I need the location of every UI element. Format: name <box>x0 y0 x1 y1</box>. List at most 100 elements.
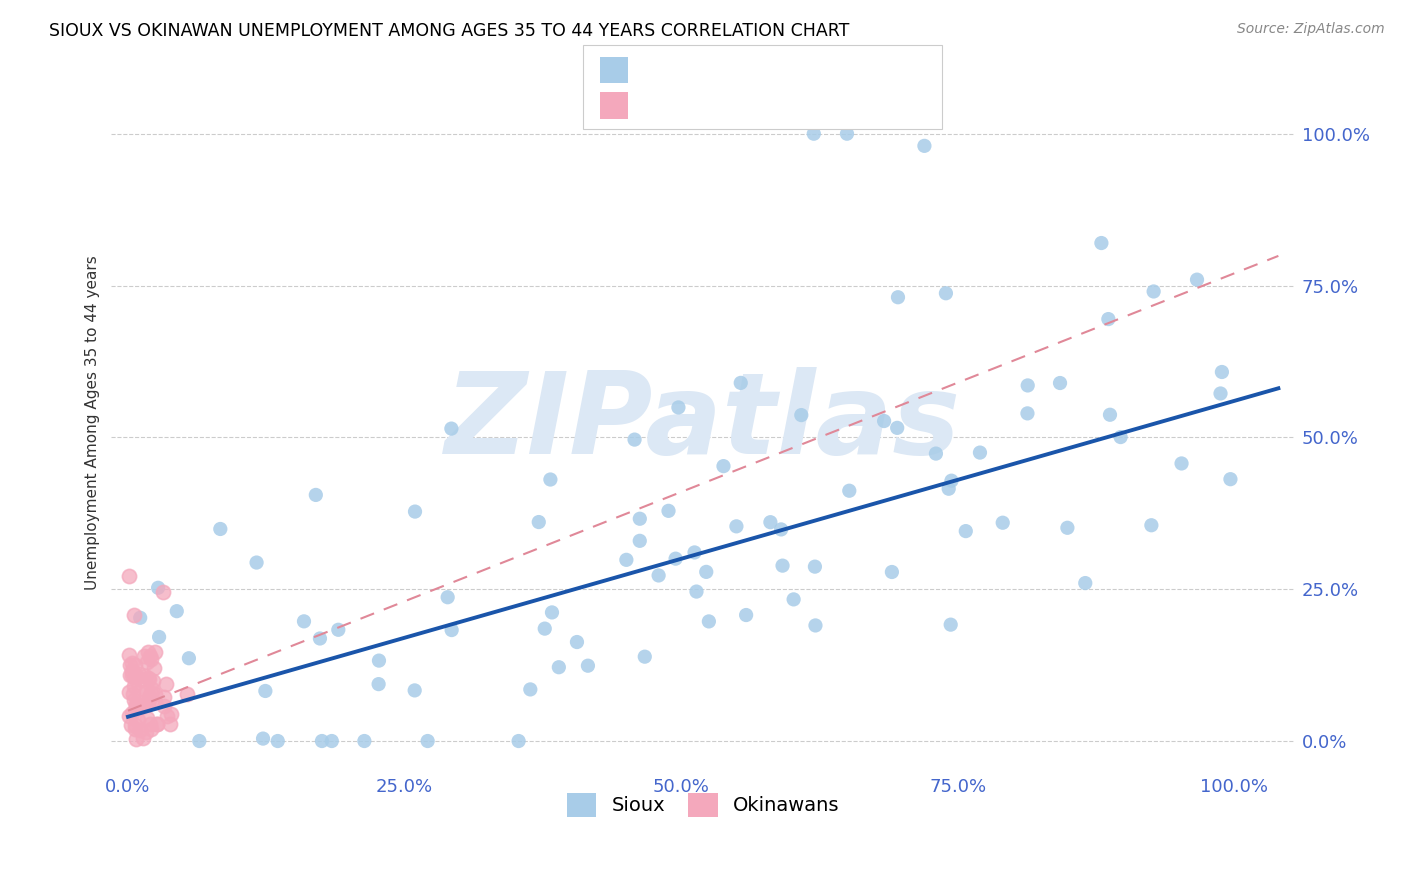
Point <box>730 376 752 390</box>
Point <box>941 474 963 488</box>
Point <box>141 681 163 696</box>
Point <box>118 648 141 662</box>
Point <box>1219 472 1241 486</box>
Point <box>803 127 825 141</box>
Point <box>404 683 426 698</box>
Point <box>128 667 150 681</box>
Point <box>328 623 350 637</box>
Point <box>143 661 166 675</box>
Point <box>1017 406 1039 420</box>
Point <box>124 693 146 707</box>
Point <box>118 569 141 583</box>
Point <box>1056 521 1078 535</box>
Point <box>1109 430 1132 444</box>
Text: ZIPatlas: ZIPatlas <box>446 367 962 478</box>
Point <box>127 713 149 727</box>
Point <box>209 522 232 536</box>
Point <box>508 734 530 748</box>
Point <box>404 505 426 519</box>
Point <box>138 672 160 686</box>
Point <box>939 617 962 632</box>
Point <box>188 734 211 748</box>
Point <box>628 533 651 548</box>
Point <box>533 622 555 636</box>
Point <box>565 635 588 649</box>
Point <box>938 482 960 496</box>
Point <box>138 671 160 685</box>
Point <box>166 604 188 618</box>
Point <box>634 649 657 664</box>
Text: N = 68: N = 68 <box>808 96 882 115</box>
Point <box>118 708 141 723</box>
Point <box>416 734 439 748</box>
Point <box>1017 378 1039 392</box>
Legend: Sioux, Okinawans: Sioux, Okinawans <box>560 785 848 824</box>
Point <box>143 695 166 709</box>
Point <box>367 677 389 691</box>
Point <box>152 699 174 714</box>
Point <box>142 674 165 689</box>
Point <box>547 660 569 674</box>
Point <box>782 592 804 607</box>
Point <box>135 725 157 739</box>
Text: R = 0.612: R = 0.612 <box>640 61 747 79</box>
Point <box>838 483 860 498</box>
Point <box>146 717 169 731</box>
Point <box>146 717 169 731</box>
Point <box>311 734 333 748</box>
Point <box>124 732 146 747</box>
Point <box>120 668 142 682</box>
Point <box>1143 285 1166 299</box>
Point <box>148 630 170 644</box>
Point <box>1211 365 1233 379</box>
Point <box>440 623 463 637</box>
Point <box>292 615 315 629</box>
Point <box>136 697 159 711</box>
Point <box>440 421 463 435</box>
Point <box>665 551 688 566</box>
Point <box>541 606 564 620</box>
Point <box>132 731 155 745</box>
Point <box>136 697 159 711</box>
Point <box>136 710 159 724</box>
Point <box>886 421 908 435</box>
Point <box>159 717 181 731</box>
Point <box>245 556 267 570</box>
Text: N = 87: N = 87 <box>808 61 882 79</box>
Point <box>683 545 706 559</box>
Point <box>254 684 277 698</box>
Point <box>129 673 152 687</box>
Point <box>139 722 162 736</box>
Point <box>955 524 977 538</box>
Point <box>124 672 146 686</box>
Point <box>252 731 274 746</box>
Point <box>138 690 160 705</box>
Point <box>124 670 146 684</box>
Point <box>685 584 707 599</box>
Point <box>804 559 827 574</box>
Point <box>136 697 159 711</box>
Point <box>991 516 1014 530</box>
Point <box>134 648 156 663</box>
Point <box>880 565 903 579</box>
Point <box>120 657 142 672</box>
Point <box>139 651 162 665</box>
Point <box>121 656 143 670</box>
Point <box>1097 312 1119 326</box>
Point <box>628 512 651 526</box>
Point <box>887 290 910 304</box>
Y-axis label: Unemployment Among Ages 35 to 44 years: Unemployment Among Ages 35 to 44 years <box>86 255 100 590</box>
Point <box>124 701 146 715</box>
Point <box>772 558 794 573</box>
Point <box>143 687 166 701</box>
Point <box>697 615 720 629</box>
Point <box>790 408 813 422</box>
Point <box>152 584 174 599</box>
Point <box>122 608 145 623</box>
Point <box>125 698 148 712</box>
Point <box>159 706 181 721</box>
Point <box>969 445 991 459</box>
Point <box>623 433 645 447</box>
Point <box>125 670 148 684</box>
Point <box>527 515 550 529</box>
